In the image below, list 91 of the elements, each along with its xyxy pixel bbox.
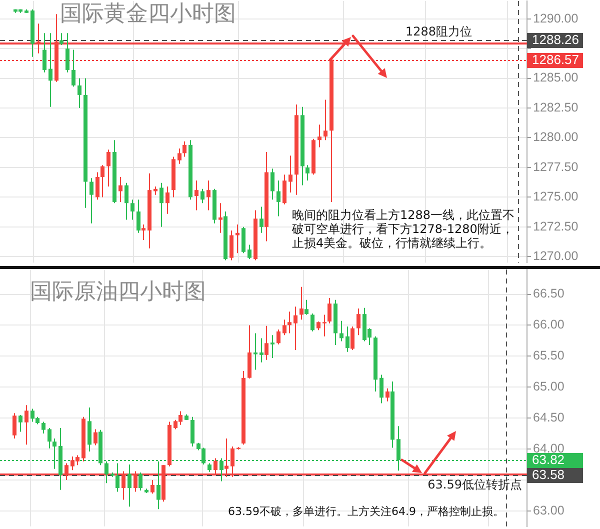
- candlestick: [130, 199, 134, 220]
- candlestick: [346, 326, 350, 352]
- candlestick: [72, 49, 76, 88]
- text: 国际原油四小时图: [30, 280, 206, 305]
- y-tick-label: 1282.50: [533, 100, 578, 114]
- candlestick: [42, 32, 46, 73]
- candlestick: [310, 312, 314, 332]
- y-tick-label: 66.00: [533, 318, 564, 332]
- candlestick: [218, 202, 222, 234]
- candlestick: [150, 479, 154, 494]
- candlestick: [116, 462, 120, 492]
- candlestick: [42, 421, 46, 434]
- candlestick: [182, 140, 186, 158]
- candlestick: [206, 180, 210, 211]
- candlestick: [260, 338, 264, 363]
- candlestick: [128, 464, 132, 508]
- candlestick: [318, 124, 322, 148]
- candlestick: [380, 374, 384, 404]
- candlestick: [328, 297, 332, 324]
- candlestick: [178, 148, 182, 164]
- candlestick: [270, 334, 274, 359]
- candlestick: [194, 180, 198, 211]
- candlestick: [160, 182, 164, 228]
- y-tick-label: 1290.00: [533, 11, 578, 26]
- candlestick: [294, 306, 298, 350]
- ref-line-label: 1288.26: [532, 32, 579, 48]
- candlestick: [104, 460, 108, 484]
- candlestick: [18, 414, 22, 432]
- y-tick-label: 1277.50: [533, 160, 578, 174]
- candlestick: [260, 206, 264, 234]
- candlestick: [356, 308, 360, 336]
- y-tick-label: 1280.00: [533, 130, 578, 144]
- candlestick: [288, 311, 292, 334]
- y-tick-label: 1275.00: [533, 190, 578, 204]
- candlestick: [248, 244, 252, 260]
- candlestick: [66, 32, 70, 73]
- candlestick: [242, 226, 246, 254]
- candlestick: [276, 329, 280, 345]
- candlestick: [236, 224, 240, 254]
- candlestick: [300, 286, 304, 320]
- y-tick-label: 65.50: [533, 348, 564, 363]
- candlestick: [24, 404, 28, 446]
- candlestick: [304, 299, 308, 316]
- candlestick: [48, 427, 52, 449]
- candlestick: [48, 32, 52, 108]
- ref-line-label: 63.59低位转折点: [428, 478, 522, 492]
- candlestick: [350, 326, 354, 350]
- candlestick: [288, 155, 292, 193]
- candlestick: [230, 230, 234, 261]
- candlestick: [166, 186, 170, 214]
- candlestick: [96, 172, 100, 200]
- y-tick-label: 64.50: [533, 410, 564, 425]
- candlestick: [12, 412, 16, 439]
- candlestick: [156, 460, 160, 510]
- candlestick: [94, 428, 98, 446]
- ref-line-label: 63.58: [532, 467, 565, 482]
- candlestick: [136, 199, 140, 234]
- candlestick: [276, 180, 280, 217]
- y-tick-label: 1270.00: [533, 249, 578, 264]
- y-tick-label: 66.50: [533, 286, 564, 301]
- candlestick: [90, 178, 94, 224]
- y-tick-label: 65.00: [533, 380, 564, 394]
- candlestick: [88, 407, 92, 452]
- y-tick-label: 1285.00: [533, 70, 578, 85]
- candlestick: [100, 164, 104, 198]
- candlestick: [264, 325, 268, 360]
- annotation: 晚间的阻力位看上方1288一线，此位置不破可空单进行，看下方1278-1280附近，止损4美金。破位，行情就继续上行。: [291, 208, 515, 250]
- candlestick: [190, 416, 194, 448]
- candlestick: [282, 319, 286, 336]
- ref-line-label: 1288阻力位: [405, 24, 472, 39]
- annotation: 63.59不破，多单进行。上方关注64.9，严格控制止损。: [228, 504, 504, 518]
- ref-line-label: 1286.57: [532, 52, 579, 68]
- candlestick: [118, 176, 122, 202]
- candlestick: [254, 332, 258, 370]
- candlestick: [386, 388, 390, 402]
- candlestick: [142, 224, 146, 241]
- candlestick: [322, 314, 326, 337]
- y-tick-label: 63.00: [533, 503, 564, 518]
- candlestick: [78, 78, 82, 109]
- candlestick: [282, 174, 286, 205]
- candlestick: [200, 188, 204, 204]
- candlestick: [60, 32, 64, 46]
- candlestick: [270, 168, 274, 200]
- candlestick: [124, 182, 128, 220]
- y-tick-label: 1272.50: [533, 219, 578, 234]
- chart-title: 国际黄金四小时图: [60, 2, 236, 27]
- candlestick: [138, 472, 142, 491]
- candlestick: [324, 99, 328, 141]
- candlestick: [106, 149, 110, 187]
- candlestick: [340, 320, 344, 342]
- candlestick: [306, 164, 310, 182]
